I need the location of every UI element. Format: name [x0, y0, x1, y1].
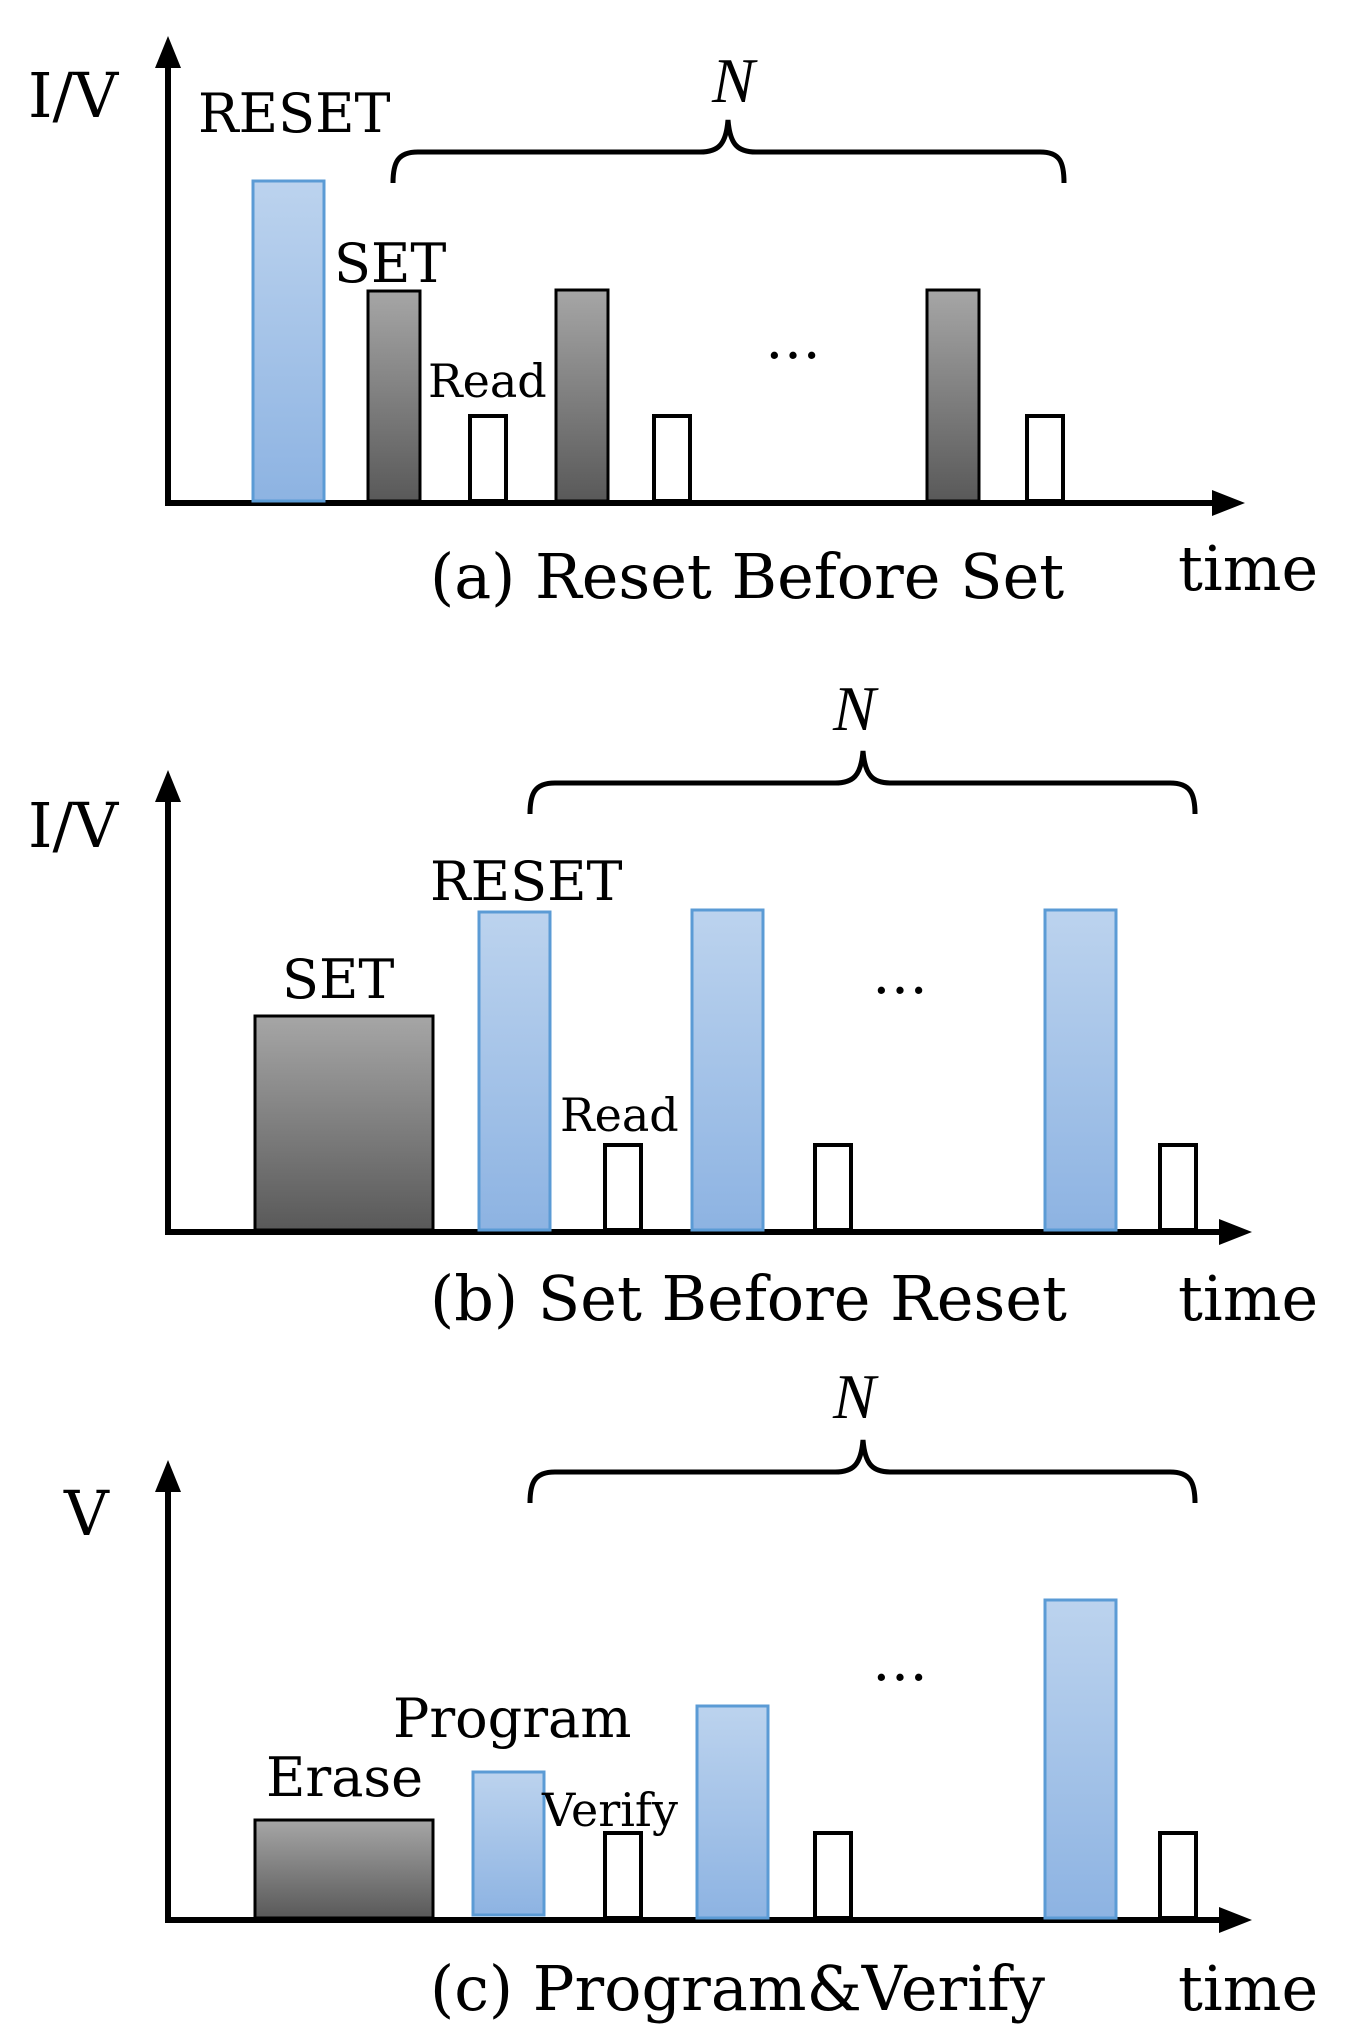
verify-pulse	[603, 1831, 643, 1920]
set-pulse	[925, 288, 981, 503]
program-pulse-label: Program	[393, 1687, 631, 1750]
verify-pulse	[1158, 1831, 1198, 1920]
repeat-brace	[390, 119, 1067, 184]
x-axis-label: time	[1178, 532, 1318, 605]
repeat-count-label: N	[832, 673, 879, 744]
y-axis-label: I/V	[28, 789, 119, 862]
y-axis-label: I/V	[28, 59, 119, 132]
repeat-count-label: N	[711, 45, 758, 116]
reset-pulse-label: RESET	[430, 850, 623, 913]
reset-pulse	[477, 910, 552, 1232]
read-pulse	[1025, 414, 1065, 503]
program-pulse	[471, 1770, 546, 1917]
reset-pulse	[690, 908, 765, 1232]
reset-pulse	[1043, 908, 1118, 1232]
read-pulse-label: Read	[560, 1088, 679, 1142]
read-pulse	[468, 414, 508, 503]
read-pulse-label: Read	[428, 354, 547, 408]
read-pulse	[603, 1143, 643, 1232]
repeat-count-label: N	[832, 1361, 879, 1432]
repeat-brace	[527, 1439, 1198, 1504]
repeat-brace	[527, 750, 1198, 815]
set-pulse	[253, 1014, 435, 1232]
reset-pulse-label: RESET	[198, 82, 391, 145]
panel-a: I/V time (a) Reset Before Set N RESET SE…	[28, 36, 1318, 613]
set-pulse	[366, 289, 422, 503]
set-pulse-label: SET	[282, 948, 394, 1011]
y-axis-arrowhead	[155, 36, 181, 68]
program-pulse	[1043, 1598, 1118, 1920]
reset-pulse	[251, 179, 326, 503]
x-axis-label: time	[1178, 1262, 1318, 1335]
ellipsis: …	[872, 1629, 928, 1694]
panel-c: V time (c) Program&Verify N Erase Progra…	[63, 1361, 1318, 2025]
y-axis-arrowhead	[155, 770, 181, 802]
y-axis-arrowhead	[155, 1460, 181, 1492]
x-axis-arrowhead	[1212, 490, 1245, 516]
read-pulse	[1158, 1143, 1198, 1232]
set-pulse-label: SET	[334, 232, 446, 295]
ellipsis: …	[872, 942, 928, 1007]
read-pulse	[813, 1143, 853, 1232]
y-axis-label: V	[63, 1477, 110, 1550]
panel-b: I/V time (b) Set Before Reset N SET RESE…	[28, 673, 1318, 1335]
program-pulse	[695, 1704, 770, 1920]
x-axis-label: time	[1178, 1952, 1318, 2025]
erase-pulse-label: Erase	[266, 1746, 423, 1809]
panel-caption: (b) Set Before Reset	[430, 1262, 1067, 1335]
panel-caption: (a) Reset Before Set	[430, 540, 1064, 613]
ellipsis: …	[765, 307, 821, 372]
verify-pulse	[813, 1831, 853, 1920]
x-axis-arrowhead	[1219, 1907, 1252, 1933]
erase-pulse	[253, 1818, 435, 1920]
panel-caption: (c) Program&Verify	[430, 1952, 1045, 2025]
verify-pulse-label: Verify	[541, 1783, 678, 1837]
set-pulse	[554, 288, 610, 503]
x-axis-arrowhead	[1219, 1219, 1252, 1245]
read-pulse	[652, 414, 692, 503]
